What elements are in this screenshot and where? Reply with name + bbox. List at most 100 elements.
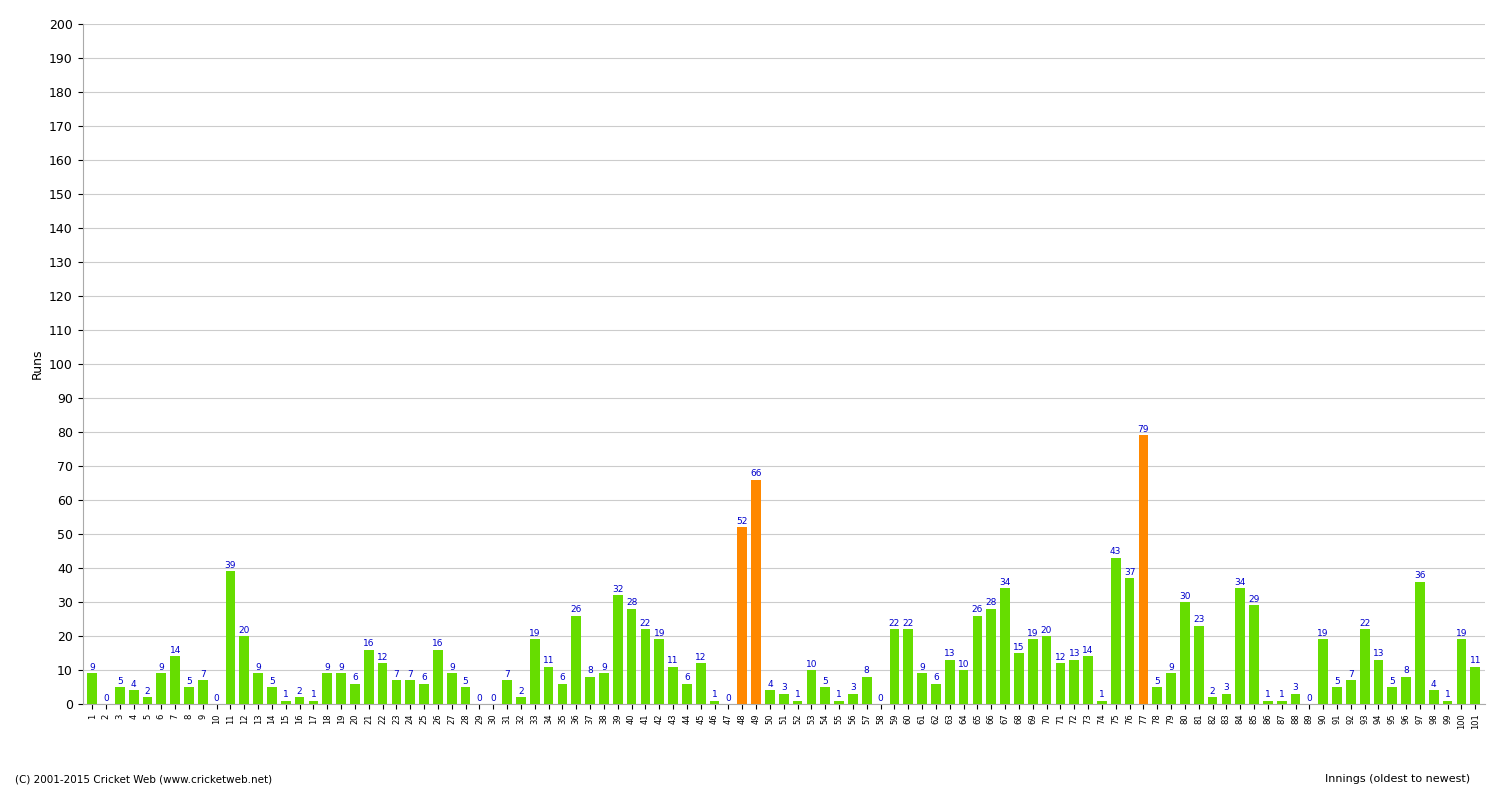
Text: 13: 13 — [1068, 650, 1080, 658]
Text: 3: 3 — [1293, 683, 1299, 693]
Text: 0: 0 — [726, 694, 732, 702]
Bar — [847, 694, 858, 704]
Bar — [572, 616, 580, 704]
Text: 13: 13 — [944, 650, 956, 658]
Text: 5: 5 — [268, 677, 274, 686]
Bar — [1166, 674, 1176, 704]
Bar — [1194, 626, 1203, 704]
Text: 9: 9 — [339, 663, 344, 672]
Text: 79: 79 — [1137, 425, 1149, 434]
Bar — [1276, 701, 1287, 704]
Text: 5: 5 — [117, 677, 123, 686]
Bar — [1000, 589, 1010, 704]
Text: 32: 32 — [612, 585, 624, 594]
Text: 13: 13 — [1372, 650, 1384, 658]
Bar — [364, 650, 374, 704]
Text: 2: 2 — [297, 687, 303, 696]
Bar — [405, 680, 416, 704]
Text: 0: 0 — [104, 694, 110, 702]
Bar — [669, 666, 678, 704]
Text: 9: 9 — [920, 663, 926, 672]
Bar — [1096, 701, 1107, 704]
Bar — [682, 683, 692, 704]
Text: 6: 6 — [352, 674, 358, 682]
Text: 15: 15 — [1013, 642, 1025, 652]
Text: 52: 52 — [736, 517, 748, 526]
Text: 1: 1 — [310, 690, 316, 699]
Bar — [972, 616, 982, 704]
Bar — [1250, 606, 1258, 704]
Text: 14: 14 — [1083, 646, 1094, 655]
Text: 7: 7 — [504, 670, 510, 679]
Bar — [254, 674, 262, 704]
Text: 26: 26 — [972, 606, 982, 614]
Bar — [1388, 687, 1396, 704]
Text: 12: 12 — [694, 653, 706, 662]
Bar — [1374, 660, 1383, 704]
Text: 2: 2 — [144, 687, 150, 696]
Text: 36: 36 — [1414, 571, 1425, 580]
Bar — [129, 690, 138, 704]
Text: 16: 16 — [363, 639, 375, 648]
Text: 5: 5 — [822, 677, 828, 686]
Bar — [1070, 660, 1078, 704]
Bar — [987, 609, 996, 704]
Text: 6: 6 — [933, 674, 939, 682]
Bar — [1346, 680, 1356, 704]
Bar — [142, 697, 153, 704]
Bar — [558, 683, 567, 704]
Bar — [1152, 687, 1162, 704]
Bar — [1208, 697, 1218, 704]
Text: 7: 7 — [393, 670, 399, 679]
Text: 2: 2 — [518, 687, 524, 696]
Text: 39: 39 — [225, 561, 236, 570]
Bar — [1221, 694, 1232, 704]
Text: 10: 10 — [958, 660, 969, 669]
Bar — [1138, 435, 1148, 704]
Text: 34: 34 — [999, 578, 1011, 587]
Text: Innings (oldest to newest): Innings (oldest to newest) — [1324, 774, 1470, 784]
Text: 3: 3 — [850, 683, 856, 693]
Bar — [1014, 653, 1023, 704]
Bar — [903, 629, 914, 704]
Bar — [765, 690, 776, 704]
Bar — [710, 701, 720, 704]
Text: 26: 26 — [570, 606, 582, 614]
Bar — [240, 636, 249, 704]
Bar — [184, 687, 194, 704]
Text: 9: 9 — [448, 663, 454, 672]
Text: 19: 19 — [1028, 629, 1038, 638]
Bar — [1041, 636, 1052, 704]
Bar — [171, 656, 180, 704]
Bar — [932, 683, 940, 704]
Text: 19: 19 — [654, 629, 664, 638]
Text: 7: 7 — [408, 670, 413, 679]
Bar — [280, 701, 291, 704]
Text: 12: 12 — [1054, 653, 1066, 662]
Text: 14: 14 — [170, 646, 182, 655]
Text: 22: 22 — [903, 619, 914, 628]
Bar — [1290, 694, 1300, 704]
Text: 20: 20 — [238, 626, 250, 634]
Bar — [267, 687, 278, 704]
Bar — [916, 674, 927, 704]
Bar — [116, 687, 124, 704]
Bar — [420, 683, 429, 704]
Bar — [1125, 578, 1134, 704]
Text: 1: 1 — [1444, 690, 1450, 699]
Text: 1: 1 — [795, 690, 801, 699]
Text: 1: 1 — [711, 690, 717, 699]
Text: 19: 19 — [1317, 629, 1329, 638]
Bar — [1470, 666, 1480, 704]
Bar — [752, 480, 760, 704]
Bar — [862, 677, 871, 704]
Text: 22: 22 — [1359, 619, 1371, 628]
Text: 66: 66 — [750, 470, 762, 478]
Text: 30: 30 — [1179, 592, 1191, 601]
Bar — [503, 680, 512, 704]
Text: 2: 2 — [1209, 687, 1215, 696]
Text: 6: 6 — [560, 674, 566, 682]
Bar — [225, 571, 236, 704]
Text: 29: 29 — [1248, 595, 1260, 604]
Bar — [585, 677, 596, 704]
